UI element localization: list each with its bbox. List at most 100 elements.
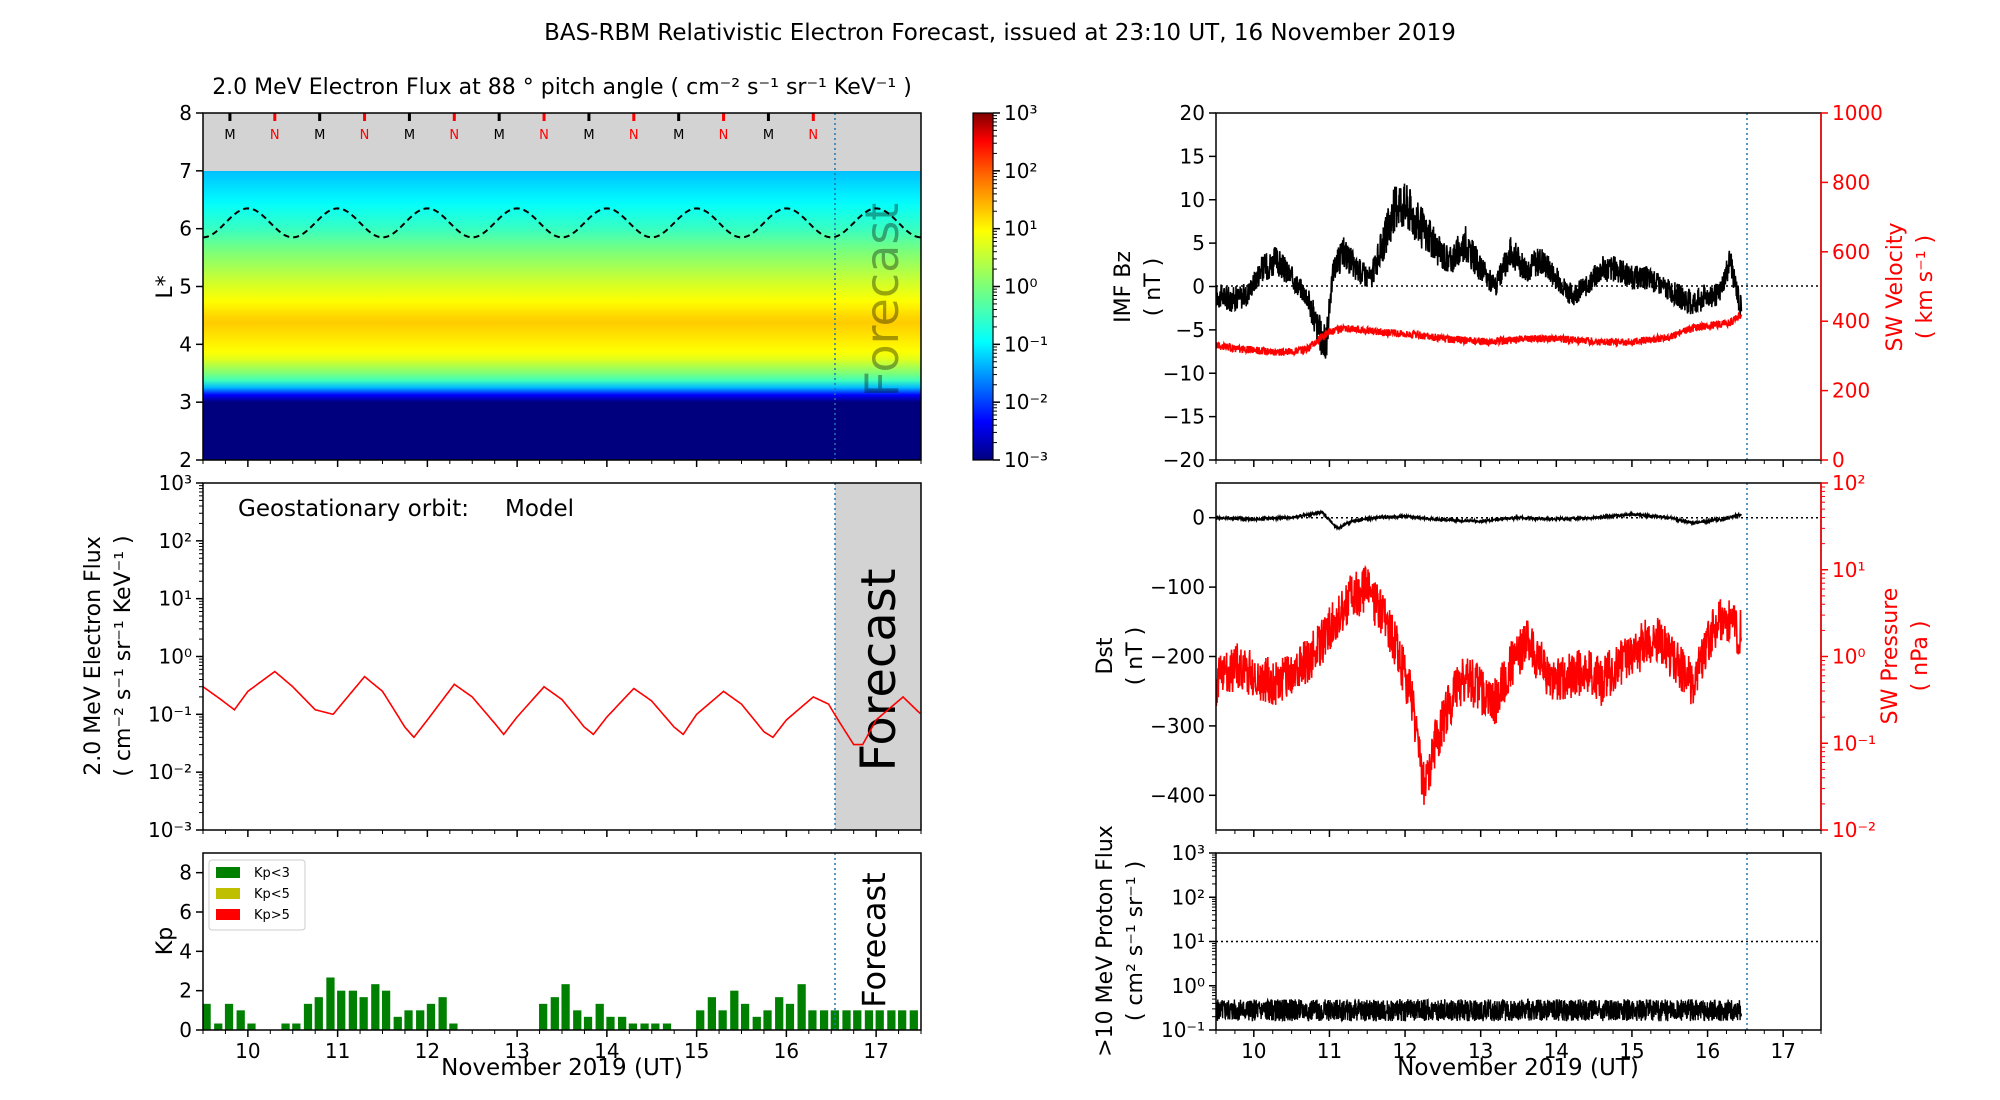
kp-bar — [381, 990, 391, 1030]
kp-bar — [875, 1010, 884, 1030]
x-tick-label: 14 — [594, 1039, 619, 1063]
x-tick-label: 12 — [415, 1039, 440, 1063]
kp-bar — [337, 990, 346, 1030]
lstar-ylabel: L* — [153, 275, 178, 298]
kp-bar — [707, 997, 717, 1030]
dst-line — [1216, 509, 1742, 531]
kp-bar — [651, 1023, 660, 1030]
kp-bar — [595, 1003, 604, 1030]
kp-bar — [898, 1010, 907, 1030]
x-tick-label: 16 — [774, 1039, 799, 1063]
x-tick-label: 12 — [1392, 1039, 1417, 1063]
y-tick-label: 10² — [1832, 471, 1865, 495]
kp-y-axis: 0 2 4 6 8 — [179, 861, 203, 1042]
kp-bar — [393, 1016, 402, 1030]
sw-pressure-ylabel-line2: ( nPa ) — [1908, 621, 1933, 692]
right-xlabel: November 2019 (UT) — [1397, 1055, 1639, 1081]
proton-ylabel-line2: ( cm² s⁻¹ sr⁻¹ ) — [1123, 861, 1148, 1021]
kp-legend-swatch-high — [216, 909, 240, 920]
mn-label: N — [360, 128, 370, 143]
left-xlabel: November 2019 (UT) — [441, 1055, 683, 1081]
colorbar: 10⁻³ 10⁻² 10⁻¹ 10⁰ 10¹ 10² 10³ — [972, 101, 1048, 472]
y-tick-label: 10³ — [1004, 101, 1037, 125]
kp-bar — [718, 1010, 727, 1030]
imf-ylabel-line1: IMF Bz — [1111, 251, 1136, 323]
x-tick-label: 13 — [1468, 1039, 1493, 1063]
y-tick-label: 1000 — [1832, 101, 1883, 125]
kp-legend-swatch-mid — [216, 888, 240, 899]
geo-flux-panel: Forecast Geostationary orbit: Model 10⁻³… — [81, 471, 922, 842]
y-tick-label: 6 — [179, 217, 192, 241]
kp-bar — [853, 1010, 862, 1030]
kp-bar — [628, 1023, 638, 1030]
proton-y-axis: 10⁻¹ 10⁰ 10¹ 10² 10³ — [1161, 841, 1216, 1042]
kp-bar — [224, 1003, 234, 1030]
x-tick-label: 16 — [1695, 1039, 1720, 1063]
kp-bar — [292, 1023, 301, 1030]
y-tick-label: 0 — [1192, 506, 1205, 530]
colorbar-ticks: 10⁻³ 10⁻² 10⁻¹ 10⁰ 10¹ 10² 10³ — [993, 101, 1048, 472]
forecast-label-kp: Forecast — [855, 872, 893, 1007]
y-tick-label: 3 — [179, 390, 192, 414]
kp-bar — [573, 1010, 582, 1030]
kp-legend-label-low: Kp<3 — [254, 866, 290, 881]
mn-label: M — [404, 128, 415, 143]
proton-ylabel-line1: >10 MeV Proton Flux — [1093, 825, 1118, 1057]
kp-x-axis: 10 11 12 13 14 15 16 17 — [202, 1030, 922, 1063]
y-tick-label: 10⁻² — [1832, 818, 1876, 842]
mn-label: M — [494, 128, 505, 143]
geo-flux-y-axis: 10⁻³ 10⁻² 10⁻¹ 10⁰ 10¹ 10² 10³ — [148, 471, 203, 842]
geo-plot-frame — [202, 482, 922, 831]
dst-ylabel-line2: ( nT ) — [1123, 627, 1148, 686]
geo-flux-ylabel-line2: ( cm⁻² s⁻¹ sr⁻¹ KeV⁻¹ ) — [111, 535, 136, 776]
imf-bz-line — [1216, 183, 1743, 359]
y-tick-label: 10² — [1172, 885, 1205, 909]
x-tick-label: 17 — [863, 1039, 888, 1063]
kp-bar — [797, 984, 806, 1030]
y-tick-label: 0 — [179, 1018, 192, 1042]
y-tick-label: −400 — [1150, 783, 1205, 807]
kp-bar — [404, 1010, 413, 1030]
kp-bar — [640, 1023, 649, 1030]
kp-bar — [561, 984, 570, 1030]
dst-ylabel: Dst ( nT ) — [1093, 627, 1148, 686]
y-tick-label: 10⁰ — [1004, 275, 1037, 299]
mn-label: M — [673, 128, 684, 143]
forecast-label-lstar: Forecast — [855, 203, 909, 398]
x-tick-label: 13 — [504, 1039, 529, 1063]
kp-bar — [618, 1016, 627, 1030]
y-tick-label: 10⁻¹ — [1832, 731, 1876, 755]
mn-label: N — [449, 128, 459, 143]
kp-bar — [819, 1010, 829, 1030]
lstar-y-axis: 2 3 4 5 6 7 8 — [179, 101, 203, 472]
kp-bar — [752, 1016, 761, 1030]
forecast-shade-flux — [835, 483, 921, 830]
proton-flux-line — [1216, 997, 1743, 1023]
x-tick-label: 11 — [325, 1039, 350, 1063]
mn-label: M — [763, 128, 774, 143]
kp-bar — [416, 1010, 425, 1030]
kp-bar — [808, 1010, 817, 1030]
kp-bar — [662, 1023, 672, 1030]
dst-panel: 0 −100 −200 −300 −400 10⁻² 10⁻¹ 10⁰ 10¹ 10² Dst … — [1093, 471, 1933, 842]
kp-bar — [348, 990, 358, 1030]
kp-bar — [247, 1023, 256, 1030]
y-tick-label: 400 — [1832, 309, 1870, 333]
geo-flux-x-ticks — [202, 830, 922, 837]
x-tick-label: 14 — [1544, 1039, 1569, 1063]
geo-flux-ylabel-line1: 2.0 MeV Electron Flux — [81, 536, 106, 776]
proton-ylabel: >10 MeV Proton Flux ( cm² s⁻¹ sr⁻¹ ) — [1093, 825, 1148, 1057]
x-tick-label: 17 — [1770, 1039, 1795, 1063]
x-tick-label: 15 — [1619, 1039, 1644, 1063]
proton-panel: 10⁻¹ 10⁰ 10¹ 10² 10³ >10 MeV Proton Flux ( c… — [1093, 825, 1822, 1081]
geo-annotation-model: Model — [505, 496, 574, 522]
y-tick-label: 10⁻¹ — [1004, 332, 1048, 356]
y-tick-label: 4 — [179, 332, 192, 356]
kp-bar — [359, 997, 368, 1030]
y-tick-label: 10 — [1180, 188, 1205, 212]
y-tick-label: 10⁰ — [1172, 974, 1205, 998]
y-tick-label: 10¹ — [159, 587, 192, 611]
kp-bar — [202, 1003, 211, 1030]
